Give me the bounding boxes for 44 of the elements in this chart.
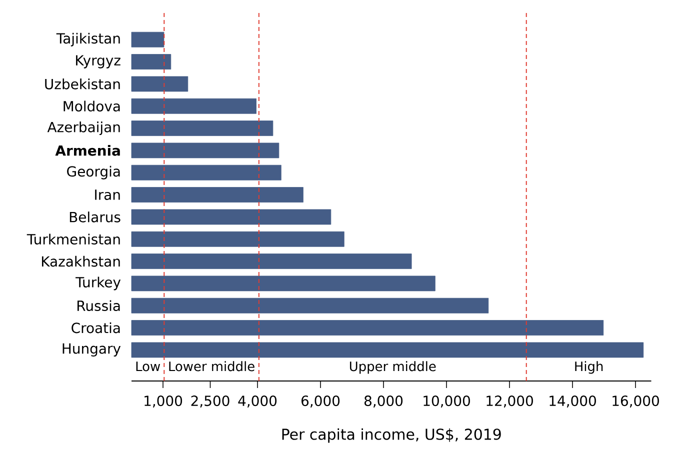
x-tick-label: 12,000 [486,396,533,408]
y-tick-label: Kyrgyz [76,55,120,68]
annotation: Lower middle [169,361,254,372]
bar [131,254,412,269]
y-tick-label: Uzbekistan [45,78,120,90]
y-tick-label: Turkmenistan [26,234,120,245]
annotation: Low [136,362,160,372]
bar [131,187,304,202]
bar [131,209,332,225]
x-axis-title: Per capita income, US$, 2019 [282,428,501,443]
y-tick-label: Hungary [62,343,121,357]
bar [131,32,164,48]
y-tick-label: Iran [95,190,120,200]
bar [131,98,256,114]
annotation: Upper middle [350,361,436,374]
bar [131,142,280,158]
bar [131,276,436,292]
y-tick-label: Armenia [55,145,120,156]
x-tick-label: 2,500 [191,396,230,408]
bar [131,231,344,247]
annotation: High [575,361,603,374]
y-tick-label: Azerbaijan [47,122,120,136]
x-tick-label: 6,000 [302,396,340,408]
bar [131,164,282,180]
y-tick-label: Moldova [64,100,120,112]
x-tick-label: 1,000 [144,396,182,408]
bar [131,342,644,358]
bar [131,298,489,314]
y-tick-label: Turkey [76,276,121,290]
y-tick-label: Belarus [70,212,120,222]
x-tick-label: 14,000 [550,396,596,408]
y-tick-label: Croatia [72,322,120,334]
bar [131,54,172,70]
x-tick-label: 8,000 [364,396,403,408]
x-tick-label: 4,000 [238,396,277,408]
y-tick-label: Kazakhstan [42,256,120,267]
y-tick-label: Georgia [67,166,120,180]
y-tick-label: Tajikistan [56,32,120,46]
x-tick-label: 10,000 [424,396,470,408]
bar [131,120,274,136]
x-tick-label: 16,000 [612,396,659,408]
bar [131,76,188,92]
bar [131,320,604,336]
y-tick-label: Russia [77,300,120,312]
